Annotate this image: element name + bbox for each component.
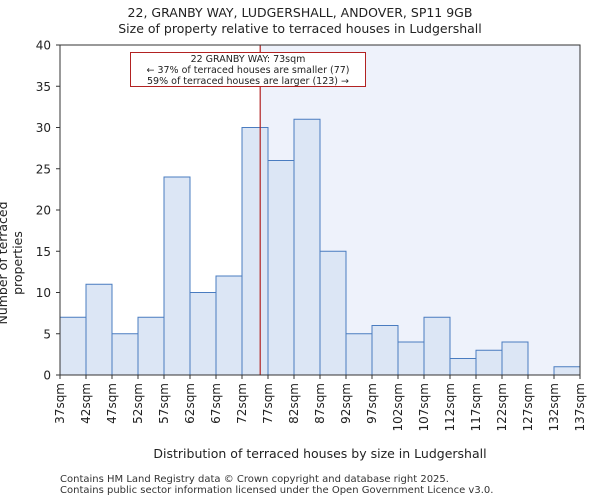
histogram-bar	[85, 283, 113, 376]
histogram-bar	[371, 325, 399, 376]
chart-subtitle: Size of property relative to terraced ho…	[118, 21, 482, 36]
footer-copyright: Contains HM Land Registry data © Crown c…	[60, 474, 449, 485]
y-tick-label: 0	[43, 369, 51, 383]
x-tick-label: 67sqm	[209, 383, 223, 424]
x-tick-label: 37sqm	[53, 383, 67, 424]
y-axis-label: Number of terraced properties	[0, 201, 25, 325]
x-tick-label: 42sqm	[79, 383, 93, 424]
x-tick-label: 47sqm	[105, 383, 119, 424]
x-tick-label: 107sqm	[417, 383, 431, 431]
histogram-bar	[111, 333, 139, 376]
x-tick-label: 102sqm	[391, 383, 405, 431]
x-tick-label: 87sqm	[313, 383, 327, 424]
annotation-larger: 59% of terraced houses are larger (123) …	[147, 76, 349, 87]
histogram-bar	[293, 118, 321, 376]
x-tick-label: 97sqm	[365, 383, 379, 424]
histogram-bar	[241, 127, 269, 376]
footer-licence: Contains public sector information licen…	[60, 485, 494, 496]
plot-frame	[59, 44, 581, 376]
x-tick-label: 72sqm	[235, 383, 249, 424]
y-tick-label: 15	[36, 245, 51, 259]
histogram-bar	[267, 160, 295, 376]
x-tick-label: 52sqm	[131, 383, 145, 424]
histogram-bar	[449, 358, 477, 376]
x-tick-label: 92sqm	[339, 383, 353, 424]
x-tick-label: 77sqm	[261, 383, 275, 424]
histogram-bar	[501, 341, 529, 376]
histogram-bar	[215, 275, 243, 376]
y-tick-label: 25	[36, 162, 51, 176]
y-tick-label: 30	[36, 121, 51, 135]
x-tick-label: 57sqm	[157, 383, 171, 424]
x-tick-label: 132sqm	[547, 383, 561, 431]
histogram-bar	[59, 316, 87, 376]
x-tick-label: 62sqm	[183, 383, 197, 424]
histogram-bar	[137, 316, 165, 376]
x-axis-label: Distribution of terraced houses by size …	[153, 446, 487, 461]
histogram-bar	[397, 341, 425, 376]
y-tick-label: 35	[36, 80, 51, 94]
x-tick-label: 117sqm	[469, 383, 483, 431]
histogram-bar	[319, 250, 347, 376]
property-annotation-box: 22 GRANBY WAY: 73sqm ← 37% of terraced h…	[130, 52, 366, 87]
histogram-bar	[189, 292, 217, 376]
histogram-bar	[163, 176, 191, 376]
histogram-bar	[475, 349, 503, 376]
annotation-address: 22 GRANBY WAY: 73sqm	[190, 54, 306, 65]
x-tick-label: 137sqm	[573, 383, 587, 431]
y-tick-label: 5	[43, 327, 51, 341]
x-tick-label: 112sqm	[443, 383, 457, 431]
y-tick-label: 20	[36, 204, 51, 218]
annotation-smaller: ← 37% of terraced houses are smaller (77…	[146, 65, 350, 76]
histogram-bar	[345, 333, 373, 376]
y-tick-label: 10	[36, 286, 51, 300]
histogram-bar	[423, 316, 451, 376]
chart-title-address: 22, GRANBY WAY, LUDGERSHALL, ANDOVER, SP…	[127, 5, 473, 20]
x-tick-label: 82sqm	[287, 383, 301, 424]
x-tick-label: 127sqm	[521, 383, 535, 431]
x-tick-label: 122sqm	[495, 383, 509, 431]
histogram-bar	[553, 366, 581, 376]
y-tick-label: 40	[36, 39, 51, 53]
